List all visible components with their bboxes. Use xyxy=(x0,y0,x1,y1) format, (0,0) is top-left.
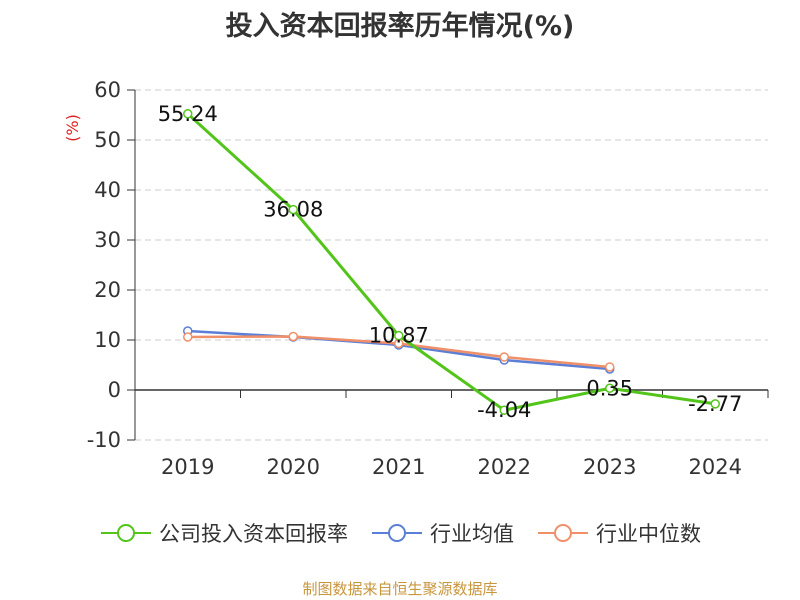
data-label: -2.77 xyxy=(688,392,742,416)
legend-item[interactable]: 行业均值 xyxy=(370,518,514,548)
data-label: 10.87 xyxy=(369,324,429,348)
series-line xyxy=(186,112,716,412)
data-label: 36.08 xyxy=(263,198,323,222)
data-label: 55.24 xyxy=(158,102,218,126)
legend-label: 行业均值 xyxy=(430,522,514,546)
y-tick-label: 50 xyxy=(94,128,121,152)
data-point xyxy=(288,204,298,215)
legend-item[interactable]: 公司投入资本回报率 xyxy=(99,518,348,548)
axis-layer: 60 50 40 30 20 10 0 -10 2019 2020 2021 2022 2023 2024 xyxy=(87,78,769,479)
x-tick-label: 2022 xyxy=(478,455,531,479)
data-label: -4.04 xyxy=(477,398,531,422)
y-tick-label: 60 xyxy=(94,78,121,102)
x-tick-label: 2024 xyxy=(689,455,742,479)
y-tick-label: 0 xyxy=(108,378,121,402)
source-note: 制图数据来自恒生聚源数据库 xyxy=(302,580,498,598)
grid-layer xyxy=(135,89,768,441)
legend-swatch-icon xyxy=(538,524,588,542)
data-point xyxy=(605,383,615,393)
data-point xyxy=(183,332,193,342)
legend-label: 行业中位数 xyxy=(596,522,701,546)
x-tick-label: 2021 xyxy=(372,455,425,479)
y-axis-unit-label: (%) xyxy=(63,114,82,142)
y-tick-label: 30 xyxy=(94,228,121,252)
x-tick-label: 2023 xyxy=(583,455,636,479)
chart-title: 投入资本回报率历年情况(%) xyxy=(225,11,575,42)
x-tick-label: 2019 xyxy=(161,455,214,479)
y-tick-label: -10 xyxy=(87,428,121,452)
y-tick-label: 20 xyxy=(94,278,121,302)
legend-swatch-icon xyxy=(101,524,151,542)
data-point xyxy=(499,352,509,362)
data-point xyxy=(499,405,509,415)
data-point xyxy=(394,330,404,341)
data-point xyxy=(605,362,615,372)
legend-label: 公司投入资本回报率 xyxy=(159,522,348,546)
label-layer: 55.24 36.08 10.87 -4.04 0.35 -2.77 xyxy=(158,102,743,422)
data-point xyxy=(183,109,193,119)
x-tick-label: 2020 xyxy=(267,455,320,479)
series-layer xyxy=(183,109,720,415)
y-tick-label: 40 xyxy=(94,178,121,202)
legend-swatch-icon xyxy=(372,524,422,542)
legend-item[interactable]: 行业中位数 xyxy=(536,518,701,548)
data-point xyxy=(288,331,298,342)
y-tick-label: 10 xyxy=(94,328,121,352)
data-label: 0.35 xyxy=(586,376,633,400)
data-point xyxy=(710,399,720,409)
legend: 公司投入资本回报率 行业均值 行业中位数 xyxy=(0,518,800,548)
